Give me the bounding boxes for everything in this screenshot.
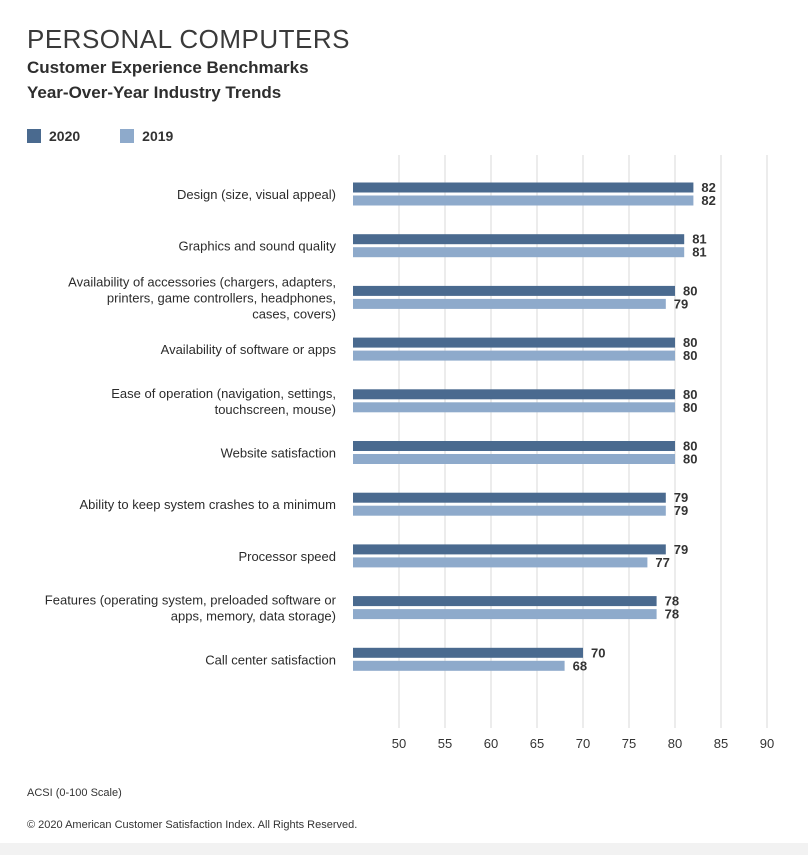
- value-label-2020-9: 70: [591, 645, 605, 660]
- value-label-2019-0: 82: [701, 193, 715, 208]
- category-label-4-line-1: touchscreen, mouse): [215, 402, 336, 417]
- value-label-2020-7: 79: [674, 542, 688, 557]
- bar-2019-9: [353, 660, 565, 671]
- chart-subtitle-line1: Customer Experience Benchmarks: [27, 58, 309, 77]
- chart-title: PERSONAL COMPUTERS: [27, 24, 350, 54]
- x-tick-label-60: 60: [484, 736, 498, 751]
- value-label-2019-8: 78: [665, 607, 679, 622]
- category-label-2-line-1: printers, game controllers, headphones,: [107, 290, 336, 305]
- legend-swatch-2020: [27, 129, 41, 143]
- scale-footnote: ACSI (0-100 Scale): [27, 787, 122, 799]
- bar-2020-1: [353, 234, 685, 245]
- category-label-2-line-2: cases, covers): [252, 306, 336, 321]
- legend-swatch-2019: [120, 129, 135, 143]
- value-label-2020-2: 80: [683, 283, 697, 298]
- value-label-2019-4: 80: [683, 400, 697, 415]
- category-label-6-line-0: Ability to keep system crashes to a mini…: [80, 497, 336, 512]
- category-label-8-line-1: apps, memory, data storage): [171, 609, 336, 624]
- bar-2020-9: [353, 647, 583, 658]
- bar-2019-6: [353, 505, 666, 516]
- value-label-2019-5: 80: [683, 452, 697, 467]
- bar-2019-7: [353, 557, 648, 568]
- legend-item-2020: 2020: [27, 128, 80, 144]
- bar-2019-3: [353, 350, 675, 361]
- copyright-notice: © 2020 American Customer Satisfaction In…: [27, 819, 358, 831]
- category-label-4-line-0: Ease of operation (navigation, settings,: [111, 386, 336, 401]
- value-label-2020-5: 80: [683, 439, 697, 454]
- legend-item-2019: 2019: [120, 128, 173, 144]
- legend-label-2019: 2019: [142, 128, 174, 144]
- category-label-7-line-0: Processor speed: [238, 549, 336, 564]
- x-tick-label-65: 65: [530, 736, 544, 751]
- category-label-5-line-0: Website satisfaction: [221, 446, 336, 461]
- bar-2020-7: [353, 544, 666, 555]
- value-label-2020-0: 82: [701, 180, 715, 195]
- category-label-1-line-0: Graphics and sound quality: [178, 239, 336, 254]
- value-label-2020-4: 80: [683, 387, 697, 402]
- x-tick-label-55: 55: [438, 736, 452, 751]
- value-label-2019-1: 81: [692, 245, 706, 260]
- bar-2019-8: [353, 609, 657, 620]
- value-label-2019-9: 68: [573, 658, 587, 673]
- bar-2020-3: [353, 337, 675, 348]
- bar-2019-4: [353, 402, 675, 413]
- value-label-2020-6: 79: [674, 490, 688, 505]
- bottom-strip: [0, 843, 808, 855]
- value-label-2020-8: 78: [665, 594, 679, 609]
- x-tick-label-90: 90: [760, 736, 774, 751]
- legend-label-2020: 2020: [49, 128, 81, 144]
- x-tick-label-70: 70: [576, 736, 590, 751]
- bar-2020-0: [353, 182, 694, 193]
- value-label-2020-1: 81: [692, 232, 706, 247]
- bar-2019-1: [353, 247, 685, 258]
- category-label-3-line-0: Availability of software or apps: [161, 342, 337, 357]
- value-label-2020-3: 80: [683, 335, 697, 350]
- x-tick-label-75: 75: [622, 736, 636, 751]
- category-label-0-line-0: Design (size, visual appeal): [177, 187, 336, 202]
- value-label-2019-6: 79: [674, 503, 688, 518]
- x-tick-label-80: 80: [668, 736, 682, 751]
- bar-2020-8: [353, 596, 657, 607]
- bar-2019-5: [353, 454, 675, 464]
- category-label-2-line-0: Availability of accessories (chargers, a…: [68, 274, 336, 289]
- bar-2020-2: [353, 285, 675, 296]
- bar-2020-6: [353, 492, 666, 503]
- bar-2020-5: [353, 441, 675, 451]
- x-tick-label-50: 50: [392, 736, 406, 751]
- category-label-9-line-0: Call center satisfaction: [205, 652, 336, 667]
- category-label-8-line-0: Features (operating system, preloaded so…: [45, 593, 337, 608]
- legend: 2020 2019: [27, 128, 213, 144]
- bar-2019-0: [353, 195, 694, 206]
- value-label-2019-2: 79: [674, 296, 688, 311]
- value-label-2019-3: 80: [683, 348, 697, 363]
- value-label-2019-7: 77: [655, 555, 669, 570]
- bar-2020-4: [353, 389, 675, 400]
- bar-2019-2: [353, 298, 666, 309]
- x-tick-label-85: 85: [714, 736, 728, 751]
- chart-subtitle-line2: Year-Over-Year Industry Trends: [27, 83, 282, 102]
